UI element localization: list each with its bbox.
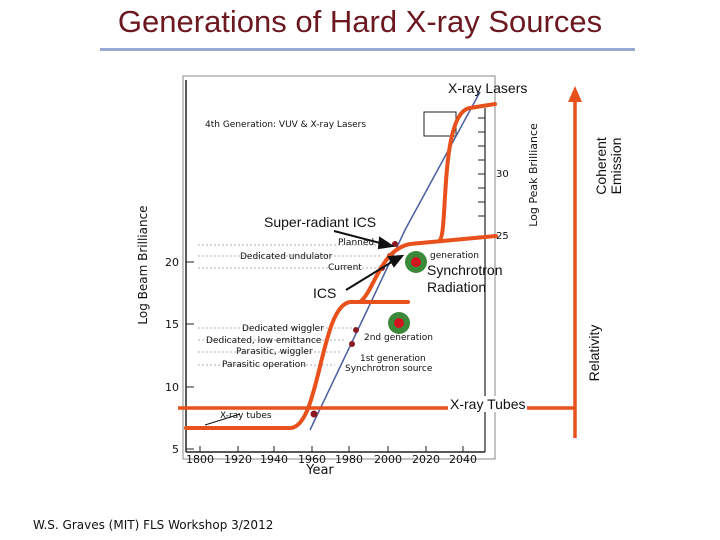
y-axis-label: Log Beam Brilliance xyxy=(136,205,150,324)
x-tick-label: 1980 xyxy=(335,453,363,466)
synchrotron-source-label: Synchrotron source xyxy=(345,364,433,374)
dedicated-wiggler-label: Dedicated wiggler xyxy=(242,324,324,334)
title-rule xyxy=(100,48,635,51)
y2-tick-label: 30 xyxy=(496,169,509,180)
second-generation-label: 2nd generation xyxy=(364,333,433,343)
planned-label: Planned xyxy=(338,238,374,248)
vertical-arrow-head xyxy=(568,86,582,102)
x-axis-label: Year xyxy=(305,463,334,478)
x-tick-label: 1920 xyxy=(224,453,252,466)
annotation-arrows xyxy=(333,230,405,291)
xray-tubes-small-label: X-ray tubes xyxy=(220,411,272,421)
y-tick-labels: 5 10 15 20 xyxy=(165,256,179,456)
synchrotron-label-line2: Radiation xyxy=(427,279,487,295)
figure-frame xyxy=(182,75,496,460)
relativity-label: Relativity xyxy=(586,324,602,382)
ics-arrow-head xyxy=(387,254,405,268)
synchrotron-label-line1: Synchrotron xyxy=(427,262,503,278)
super-radiant-arrow-line xyxy=(333,230,385,245)
x-tick-label: 2000 xyxy=(374,453,402,466)
xray-tubes-curve xyxy=(184,300,410,430)
coherent-line2: Emission xyxy=(608,137,624,195)
y2-tick-label: 25 xyxy=(496,231,509,242)
y-tick-label: 20 xyxy=(165,256,179,269)
x-tick-label: 1800 xyxy=(186,453,214,466)
vertical-arrows xyxy=(568,86,582,438)
super-radiant-ics-label: Super-radiant ICS xyxy=(264,214,377,230)
tubes-pointer xyxy=(204,413,241,426)
coherent-line1: Coherent xyxy=(593,137,609,195)
left-ticks xyxy=(186,261,194,450)
footer-credit: W.S. Graves (MIT) FLS Workshop 3/2012 xyxy=(33,518,274,532)
super-radiant-arrow-head xyxy=(377,236,395,250)
y-tick-label: 5 xyxy=(172,443,179,456)
dot-red xyxy=(411,257,421,267)
x-tick-labels: 1800 1920 1940 1960 1980 2000 2020 2040 xyxy=(186,453,477,466)
dedicated-low-emittance-label: Dedicated, low emittance xyxy=(206,336,322,346)
dedicated-undulator-label: Dedicated undulator xyxy=(240,252,333,262)
laser-curve xyxy=(438,102,497,242)
x-tick-label: 1940 xyxy=(260,453,288,466)
slide-title: Generations of Hard X-ray Sources xyxy=(117,4,603,39)
current-label: Current xyxy=(328,263,362,273)
parasitic-operation-label: Parasitic operation xyxy=(222,360,306,370)
figure-small-labels: 4th Generation: VUV & X-ray Lasers Plann… xyxy=(205,120,479,421)
generation-label: generation xyxy=(430,251,479,261)
y2-axis-label: Log Peak Brilliance xyxy=(527,123,540,227)
xray-tubes-label: X-ray Tubes xyxy=(448,396,528,412)
level-lines xyxy=(198,244,390,366)
y-tick-label: 10 xyxy=(165,381,179,394)
first-generation-label: 1st generation xyxy=(360,354,426,364)
ics-arrow-line xyxy=(345,259,396,291)
x-tick-label: 2040 xyxy=(449,453,477,466)
synchrotron-dots xyxy=(388,251,427,334)
y-tick-label: 15 xyxy=(165,318,179,331)
xray-lasers-label: X-ray Lasers xyxy=(448,80,528,96)
bottom-ticks xyxy=(199,446,464,452)
x-tick-label: 2020 xyxy=(412,453,440,466)
fourth-gen-label: 4th Generation: VUV & X-ray Lasers xyxy=(205,120,366,130)
coherent-emission-label: Coherent Emission xyxy=(593,116,626,216)
x-tick-label: 1960 xyxy=(298,453,326,466)
y2-tick-labels: 25 30 xyxy=(496,169,509,242)
parasitic-wiggler-label: Parasitic, wiggler xyxy=(236,347,313,357)
ics-label: ICS xyxy=(313,285,337,301)
dot-red xyxy=(394,318,404,328)
